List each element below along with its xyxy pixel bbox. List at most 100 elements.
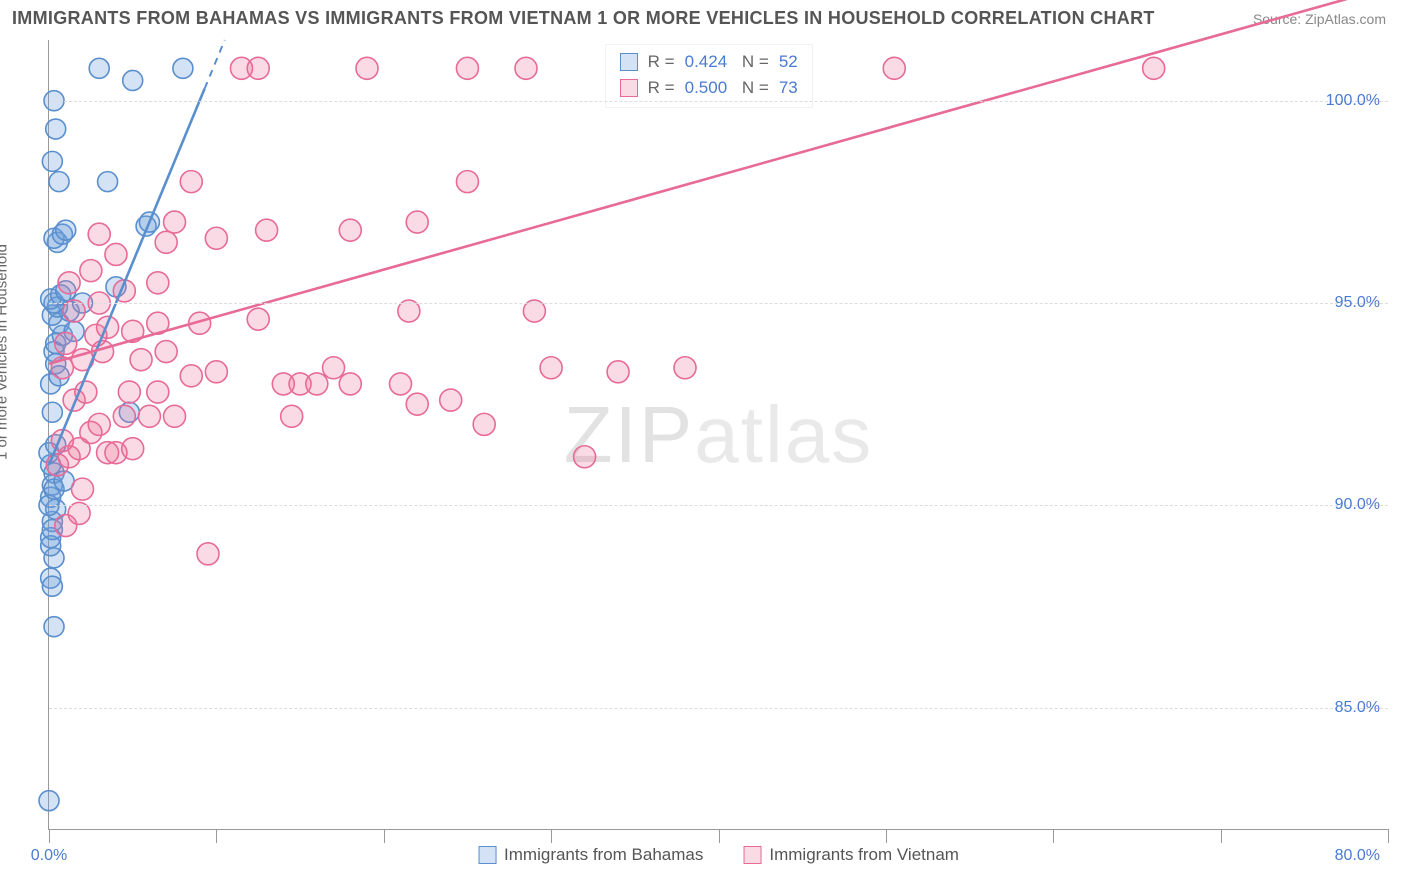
page-title: IMMIGRANTS FROM BAHAMAS VS IMMIGRANTS FR…	[12, 8, 1155, 29]
scatter-point-vietnam	[180, 365, 202, 387]
scatter-point-vietnam	[88, 223, 110, 245]
scatter-point-bahamas	[56, 220, 76, 240]
stat-N-label: N =	[737, 49, 769, 75]
x-tick-label: 80.0%	[1335, 847, 1380, 865]
plot-area: ZIPatlas R =0.424 N =52R =0.500 N =73 Im…	[48, 40, 1388, 830]
scatter-point-bahamas	[123, 70, 143, 90]
scatter-point-vietnam	[540, 357, 562, 379]
scatter-point-vietnam	[574, 446, 596, 468]
legend-bottom: Immigrants from Bahamas Immigrants from V…	[478, 845, 959, 865]
y-tick-label: 100.0%	[1326, 92, 1380, 110]
scatter-point-vietnam	[113, 405, 135, 427]
scatter-point-bahamas	[42, 151, 62, 171]
scatter-point-vietnam	[118, 381, 140, 403]
x-tick	[1388, 829, 1389, 843]
x-tick	[886, 829, 887, 843]
stat-R-value: 0.424	[685, 49, 728, 75]
scatter-point-vietnam	[406, 393, 428, 415]
scatter-point-vietnam	[88, 413, 110, 435]
scatter-point-bahamas	[42, 402, 62, 422]
scatter-point-vietnam	[164, 405, 186, 427]
gridline-h	[49, 101, 1388, 102]
gridline-h	[49, 708, 1388, 709]
scatter-point-vietnam	[1143, 57, 1165, 79]
scatter-point-bahamas	[42, 576, 62, 596]
scatter-point-vietnam	[306, 373, 328, 395]
scatter-point-bahamas	[89, 58, 109, 78]
scatter-point-vietnam	[456, 57, 478, 79]
scatter-point-vietnam	[339, 219, 361, 241]
scatter-point-bahamas	[46, 119, 66, 139]
legend-label: Immigrants from Vietnam	[769, 845, 959, 865]
scatter-point-vietnam	[80, 260, 102, 282]
scatter-point-vietnam	[883, 57, 905, 79]
legend-item-vietnam: Immigrants from Vietnam	[743, 845, 959, 865]
scatter-point-vietnam	[247, 308, 269, 330]
scatter-point-vietnam	[122, 438, 144, 460]
stat-N-value: 52	[779, 49, 798, 75]
scatter-point-vietnam	[180, 171, 202, 193]
stat-R-label: R =	[648, 75, 675, 101]
scatter-svg	[49, 40, 1388, 829]
scatter-point-vietnam	[55, 332, 77, 354]
swatch-bahamas	[620, 53, 638, 71]
stat-R-value: 0.500	[685, 75, 728, 101]
scatter-point-vietnam	[607, 361, 629, 383]
scatter-point-vietnam	[674, 357, 696, 379]
y-tick-label: 85.0%	[1335, 699, 1380, 717]
swatch-bahamas	[478, 846, 496, 864]
y-axis-label: 1 or more Vehicles in Household	[0, 244, 11, 460]
scatter-point-vietnam	[97, 316, 119, 338]
scatter-point-vietnam	[515, 57, 537, 79]
scatter-point-vietnam	[205, 227, 227, 249]
legend-item-bahamas: Immigrants from Bahamas	[478, 845, 703, 865]
scatter-point-vietnam	[281, 405, 303, 427]
scatter-point-vietnam	[155, 231, 177, 253]
x-tick	[384, 829, 385, 843]
scatter-point-vietnam	[323, 357, 345, 379]
x-tick	[216, 829, 217, 843]
x-tick	[1221, 829, 1222, 843]
scatter-point-vietnam	[339, 373, 361, 395]
stat-N-label: N =	[737, 75, 769, 101]
swatch-vietnam	[743, 846, 761, 864]
swatch-vietnam	[620, 79, 638, 97]
scatter-point-bahamas	[98, 172, 118, 192]
legend-label: Immigrants from Bahamas	[504, 845, 703, 865]
scatter-point-vietnam	[247, 57, 269, 79]
y-tick-label: 95.0%	[1335, 294, 1380, 312]
scatter-point-vietnam	[197, 543, 219, 565]
scatter-point-vietnam	[256, 219, 278, 241]
trend-line-dash-bahamas	[205, 40, 225, 89]
scatter-point-bahamas	[173, 58, 193, 78]
scatter-point-bahamas	[39, 791, 59, 811]
scatter-point-vietnam	[473, 413, 495, 435]
scatter-point-bahamas	[44, 617, 64, 637]
scatter-point-vietnam	[356, 57, 378, 79]
chart-container: 1 or more Vehicles in Household ZIPatlas…	[12, 40, 1394, 880]
stats-row-bahamas: R = 0.424 N = 52	[620, 49, 798, 75]
scatter-point-vietnam	[406, 211, 428, 233]
scatter-point-vietnam	[205, 361, 227, 383]
scatter-point-bahamas	[49, 172, 69, 192]
scatter-point-vietnam	[58, 272, 80, 294]
gridline-h	[49, 505, 1388, 506]
x-tick	[49, 829, 50, 843]
gridline-h	[49, 303, 1388, 304]
x-tick	[1053, 829, 1054, 843]
x-tick	[551, 829, 552, 843]
scatter-point-vietnam	[164, 211, 186, 233]
scatter-point-vietnam	[147, 272, 169, 294]
scatter-point-vietnam	[155, 341, 177, 363]
stats-row-vietnam: R = 0.500 N = 73	[620, 75, 798, 101]
scatter-point-vietnam	[71, 478, 93, 500]
stat-R-label: R =	[648, 49, 675, 75]
stat-N-value: 73	[779, 75, 798, 101]
y-tick-label: 90.0%	[1335, 496, 1380, 514]
scatter-point-vietnam	[105, 243, 127, 265]
scatter-point-vietnam	[147, 381, 169, 403]
stats-box: R = 0.424 N = 52 R = 0.500 N = 73	[605, 44, 813, 108]
x-tick	[719, 829, 720, 843]
scatter-point-vietnam	[440, 389, 462, 411]
x-tick-label: 0.0%	[31, 847, 67, 865]
